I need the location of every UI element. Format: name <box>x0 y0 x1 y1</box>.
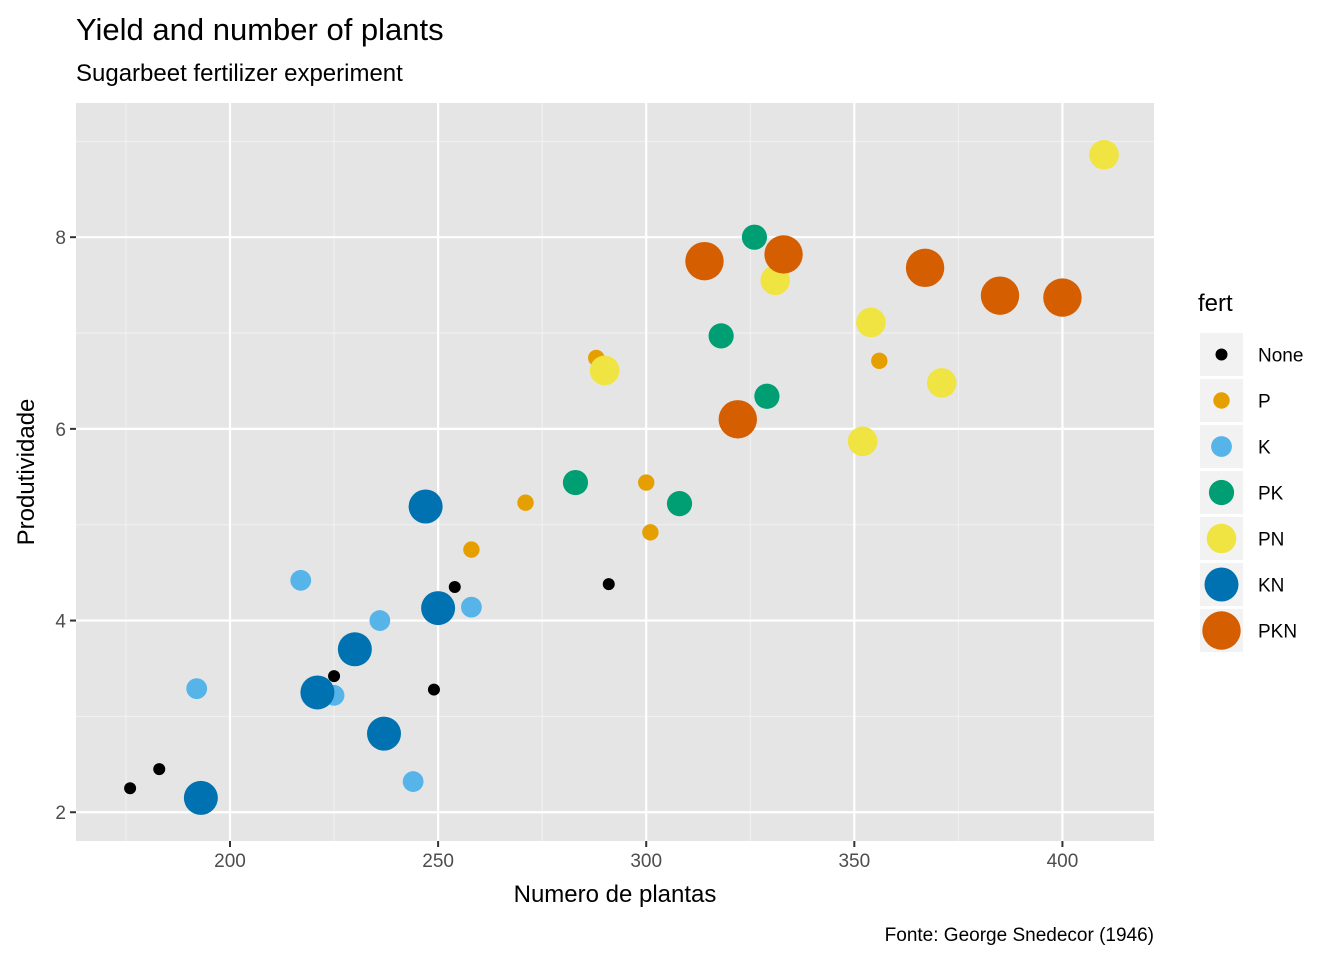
y-tick-label: 4 <box>55 612 66 633</box>
legend-label: PKN <box>1258 622 1297 643</box>
y-axis: 2 4 6 8 <box>55 228 76 824</box>
legend-swatch-p <box>1213 392 1230 409</box>
data-point-pkn <box>685 241 724 281</box>
x-tick-label: 250 <box>422 851 454 872</box>
data-point-none <box>602 578 615 591</box>
data-point-none <box>448 581 461 594</box>
chart-title: Yield and number of plants <box>76 12 444 47</box>
data-point-kn <box>300 675 335 710</box>
data-point-none <box>427 683 440 696</box>
data-point-p <box>463 541 480 558</box>
legend-label: K <box>1258 438 1271 459</box>
data-point-p <box>642 524 659 541</box>
legend-swatch-pkn <box>1202 611 1241 650</box>
data-point-pn <box>589 355 620 386</box>
data-point-pn <box>926 368 957 398</box>
data-point-kn <box>367 716 401 751</box>
data-point-none <box>328 670 341 683</box>
data-point-pk <box>562 469 589 496</box>
data-point-none <box>153 763 166 776</box>
x-axis: 200 250 300 350 400 <box>214 841 1078 872</box>
data-point-kn <box>337 632 372 667</box>
data-point-k <box>402 771 424 792</box>
minor-gridlines <box>76 103 1154 841</box>
data-point-pk <box>666 491 693 517</box>
x-axis-title: Numero de plantas <box>514 881 717 908</box>
data-point-pk <box>708 323 734 349</box>
data-point-pn <box>856 307 886 338</box>
legend-label: PK <box>1258 484 1284 505</box>
data-point-p <box>517 494 534 511</box>
legend-label: None <box>1258 346 1303 367</box>
data-points <box>124 139 1119 815</box>
legend-swatch-pk <box>1208 479 1235 506</box>
chart-subtitle: Sugarbeet fertilizer experiment <box>76 60 403 87</box>
y-tick-label: 6 <box>55 420 66 441</box>
data-point-pn <box>1089 139 1119 170</box>
data-point-p <box>638 474 655 491</box>
major-gridlines <box>76 103 1154 841</box>
data-point-pkn <box>980 276 1020 315</box>
legend-swatch-none <box>1215 348 1228 361</box>
legend-label: PN <box>1258 530 1284 551</box>
x-tick-label: 400 <box>1047 851 1079 872</box>
data-point-kn <box>421 591 456 626</box>
data-point-none <box>124 782 137 795</box>
y-tick-label: 2 <box>55 803 66 824</box>
data-point-k <box>290 569 312 591</box>
data-point-kn <box>408 489 443 524</box>
data-point-k <box>461 596 482 618</box>
x-tick-label: 350 <box>838 851 870 872</box>
legend-label: P <box>1258 392 1271 413</box>
data-point-pn <box>847 426 878 457</box>
legend-swatch-k <box>1211 436 1232 457</box>
data-point-pkn <box>1043 278 1082 317</box>
data-point-kn <box>183 780 218 815</box>
data-point-pk <box>741 224 768 250</box>
data-point-k <box>369 610 391 631</box>
legend-swatch-pn <box>1206 523 1237 554</box>
data-point-pk <box>754 383 780 409</box>
data-point-pkn <box>764 235 803 274</box>
data-point-pkn <box>718 400 757 439</box>
legend-title: fert <box>1198 290 1233 317</box>
legend-swatch-kn <box>1204 567 1239 602</box>
x-tick-label: 300 <box>630 851 662 872</box>
legend-label: KN <box>1258 576 1284 597</box>
data-point-pkn <box>905 248 945 288</box>
y-tick-label: 8 <box>55 228 66 249</box>
x-tick-label: 200 <box>214 851 246 872</box>
y-axis-title: Produtividade <box>13 399 40 546</box>
data-point-p <box>871 352 888 370</box>
chart-caption: Fonte: George Snedecor (1946) <box>885 925 1154 946</box>
plot-panel <box>76 103 1154 841</box>
data-point-k <box>186 678 208 700</box>
